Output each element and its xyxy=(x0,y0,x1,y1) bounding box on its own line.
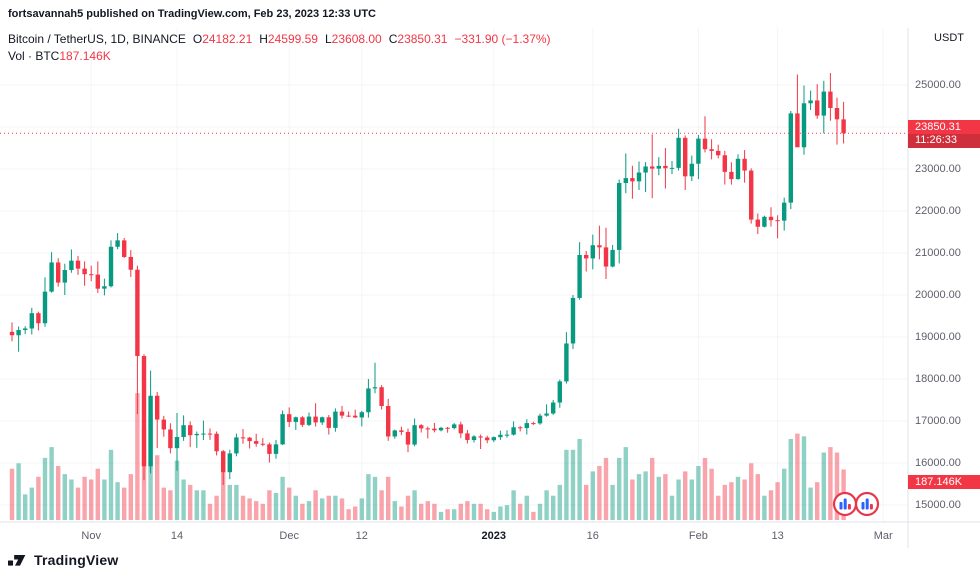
symbol-legend-row: Bitcoin / TetherUS, 1D, BINANCE O24182.21… xyxy=(8,31,551,48)
time-axis[interactable]: Nov 14 Dec 12 2023 16 Feb 13 Mar xyxy=(0,524,908,548)
price-axis[interactable]: 25000.0024000.0023000.0022000.0021000.00… xyxy=(908,28,980,522)
chart-legend: Bitcoin / TetherUS, 1D, BINANCE O24182.21… xyxy=(8,31,551,65)
change-value: −331.90 (−1.37%) xyxy=(454,32,551,46)
tradingview-logo-icon[interactable] xyxy=(8,552,27,568)
chart-area[interactable]: Bitcoin / TetherUS, 1D, BINANCE O24182.21… xyxy=(0,28,980,548)
time-tick-label: 2023 xyxy=(481,530,507,542)
quote-currency-label: USDT xyxy=(934,32,964,44)
price-badge: 23850.31 11:26:33 xyxy=(908,120,980,149)
tradingview-wordmark[interactable]: TradingView xyxy=(34,551,119,568)
price-tick-label: 20000.00 xyxy=(915,289,961,301)
volume-study-label[interactable]: Vol · BTC xyxy=(8,49,60,63)
price-tick-label: 25000.00 xyxy=(915,79,961,91)
price-tick-label: 18000.00 xyxy=(915,373,961,385)
time-tick-label: 13 xyxy=(771,530,784,542)
roundel-sticker-icon xyxy=(854,491,880,517)
price-tick-label: 23000.00 xyxy=(915,163,961,175)
time-tick-label: 16 xyxy=(586,530,599,542)
last-price-label: 23850.31 xyxy=(915,121,961,134)
price-chart-canvas[interactable] xyxy=(0,28,980,548)
volume-value: 187.146K xyxy=(59,49,111,63)
price-tick-label: 21000.00 xyxy=(915,247,961,259)
low-value: 23608.00 xyxy=(331,32,382,46)
time-tick-label: Nov xyxy=(81,530,101,542)
price-tick-label: 19000.00 xyxy=(915,331,961,343)
chart-stickers xyxy=(832,491,880,517)
price-tick-label: 16000.00 xyxy=(915,457,961,469)
symbol-title[interactable]: Bitcoin / TetherUS, 1D, BINANCE xyxy=(8,32,186,46)
price-tick-label: 22000.00 xyxy=(915,205,961,217)
publish-info: fortsavannah5 published on TradingView.c… xyxy=(8,8,376,20)
time-tick-label: Dec xyxy=(279,530,299,542)
volume-badge: 187.146K xyxy=(908,475,980,490)
open-label: O xyxy=(192,32,203,46)
high-label: H xyxy=(259,32,268,46)
low-label: L xyxy=(324,32,332,46)
close-label: C xyxy=(388,32,398,46)
time-tick-label: 14 xyxy=(170,530,184,542)
close-value: 23850.31 xyxy=(397,32,448,46)
price-tick-label: 15000.00 xyxy=(915,499,961,511)
time-tick-label: Feb xyxy=(688,530,708,542)
high-value: 24599.59 xyxy=(267,32,318,46)
time-tick-label: Mar xyxy=(873,530,893,542)
footer-bar: TradingView xyxy=(0,548,980,571)
price-tick-label: 17000.00 xyxy=(915,415,961,427)
open-value: 24182.21 xyxy=(202,32,253,46)
volume-legend-row: Vol · BTC187.146K xyxy=(8,48,551,65)
bar-countdown-label: 11:26:33 xyxy=(908,134,980,149)
time-tick-label: 12 xyxy=(355,530,368,542)
